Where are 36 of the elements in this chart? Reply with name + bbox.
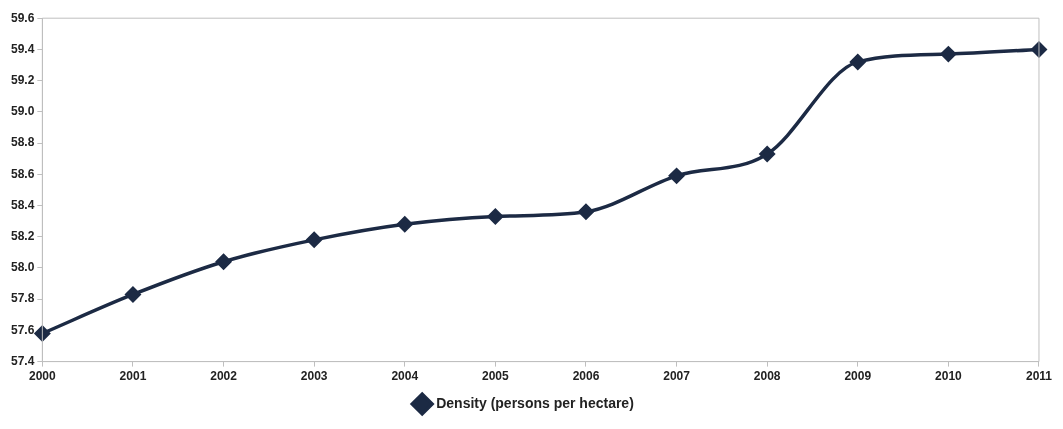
x-tick-label: 2006 [572, 369, 600, 384]
point [668, 168, 685, 184]
y-tick-label: 58.8 [11, 135, 35, 150]
point [125, 286, 141, 303]
y-tick-label: 57.8 [11, 291, 35, 306]
y-tick-label: 57.6 [11, 322, 35, 337]
y-tick-label: 57.4 [11, 353, 35, 368]
y-tick-label: 59.6 [11, 10, 35, 25]
y-tick-label: 59.0 [11, 104, 35, 119]
point [397, 216, 413, 232]
legend-label: Density (persons per hectare) [436, 394, 634, 411]
x-tick-label: 2005 [482, 369, 510, 384]
y-tick-label: 58.6 [11, 166, 35, 181]
x-tick-label: 2007 [663, 369, 691, 384]
x-tick-label: 2000 [29, 369, 57, 384]
point [940, 46, 957, 62]
point [759, 146, 775, 162]
point [34, 325, 51, 342]
x-tick-label: 2001 [119, 369, 147, 384]
y-tick-label: 58.2 [11, 229, 35, 244]
x-tick-label: 2008 [753, 369, 781, 384]
y-tick-label: 59.2 [11, 72, 35, 87]
point [215, 253, 232, 270]
x-tick-label: 2011 [1025, 369, 1053, 384]
point [578, 204, 594, 220]
y-tick-label: 58.4 [11, 197, 35, 212]
y-tick-label: 58.0 [11, 260, 35, 275]
point [487, 208, 504, 225]
point [306, 232, 322, 248]
x-tick-label: 2004 [391, 369, 419, 384]
x-tick-label: 2009 [844, 369, 872, 384]
x-tick-label: 2003 [300, 369, 328, 384]
point [850, 54, 866, 70]
y-tick-label: 59.4 [11, 41, 35, 56]
x-tick-label: 2010 [935, 369, 963, 384]
x-tick-label: 2002 [210, 369, 238, 384]
